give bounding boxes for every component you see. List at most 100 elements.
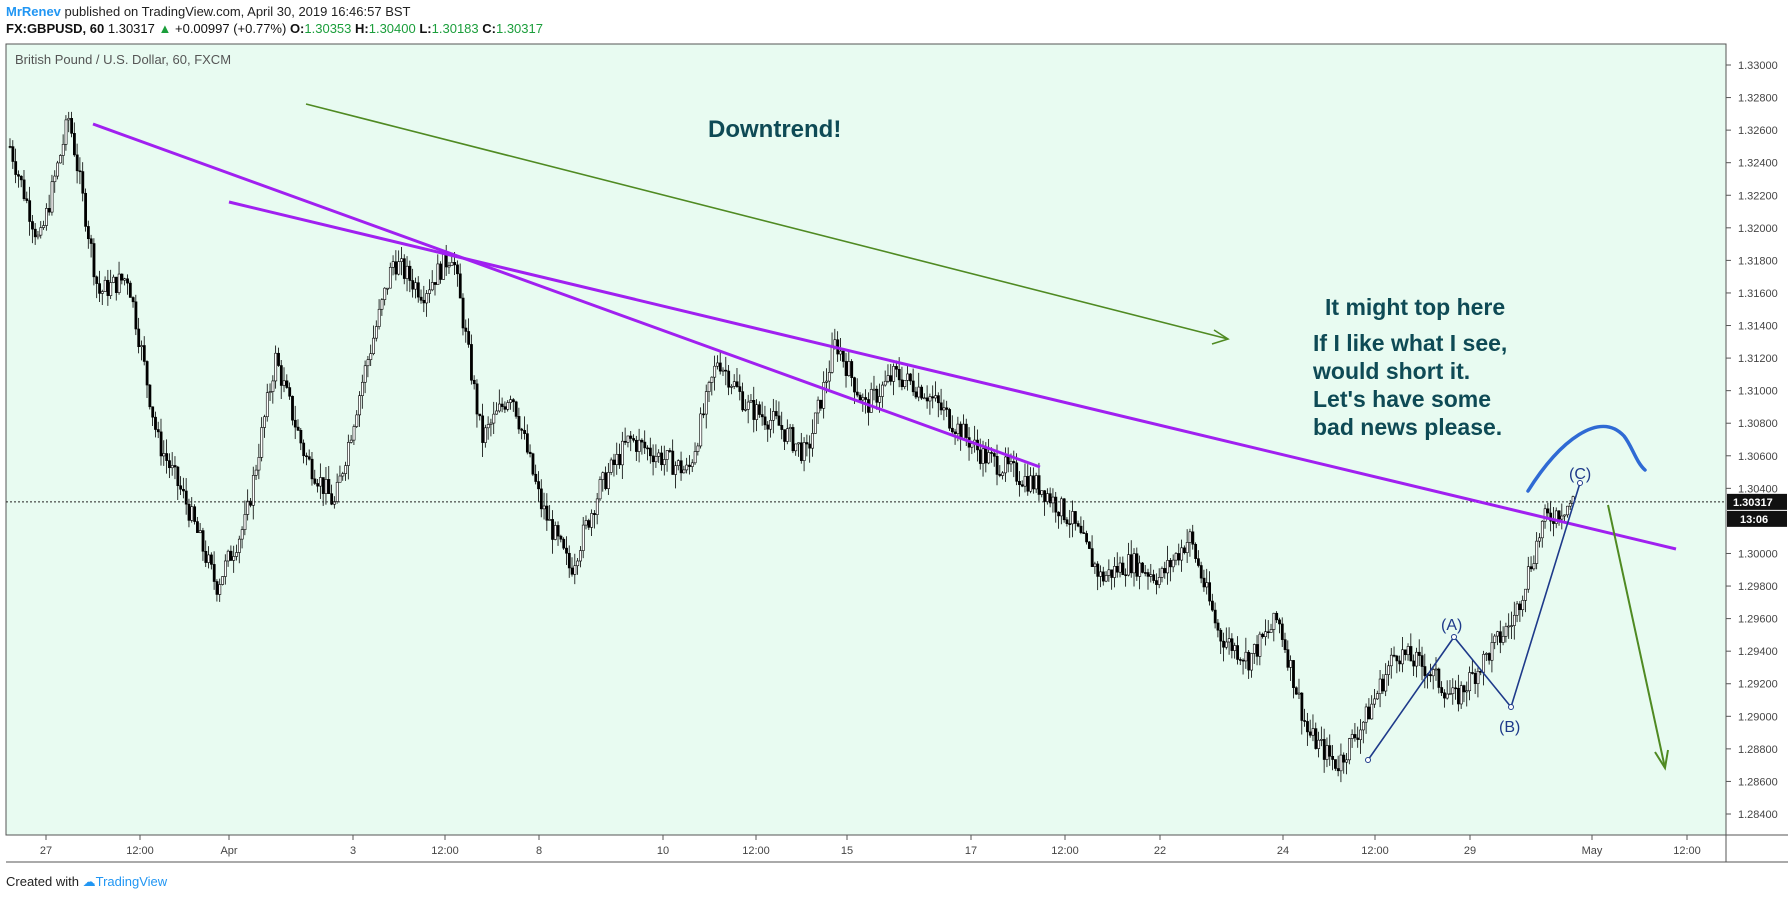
candle-body	[1504, 626, 1508, 637]
time-tick-label: 24	[1277, 845, 1289, 857]
candle-body	[159, 431, 163, 457]
candle-body	[1026, 476, 1030, 492]
candle-body	[562, 538, 566, 549]
candle-body	[1501, 635, 1505, 643]
candle-body	[313, 478, 317, 484]
candle-body	[1062, 498, 1066, 521]
candle-body	[1074, 511, 1077, 524]
candle-body	[198, 530, 202, 533]
candle-body	[42, 225, 46, 228]
candle-body	[1473, 673, 1477, 684]
candle-body	[1101, 571, 1105, 582]
candle-body	[551, 519, 554, 540]
candle-body	[917, 386, 921, 398]
candle-body	[1174, 553, 1178, 561]
candle-body	[251, 475, 255, 506]
candle-body	[402, 258, 406, 279]
candle-body	[1507, 625, 1511, 628]
candle-body	[489, 422, 493, 425]
candle-body	[931, 396, 935, 399]
candle-body	[604, 472, 608, 489]
candle-body	[525, 433, 529, 453]
candle-body	[156, 429, 160, 433]
created-with-label: Created with	[6, 874, 79, 889]
candle-body	[319, 477, 322, 487]
candle-body	[1431, 669, 1435, 677]
candle-body	[1233, 645, 1237, 651]
candle-body	[254, 469, 258, 476]
candle-body	[299, 429, 303, 444]
candle-body	[53, 175, 57, 183]
candle-body	[450, 262, 454, 266]
candle-body	[1549, 512, 1553, 522]
candle-body	[593, 513, 596, 515]
candle-body	[1328, 745, 1332, 757]
candle-body	[388, 266, 392, 289]
candle-body	[696, 445, 700, 452]
downtrend-annotation: Downtrend!	[708, 116, 841, 143]
candle-body	[1384, 674, 1388, 692]
candle-body	[1406, 646, 1410, 656]
candle-body	[1227, 638, 1231, 643]
candle-body	[277, 352, 280, 366]
plot-area[interactable]	[5, 43, 1727, 836]
candle-body	[22, 179, 26, 200]
candle-body	[676, 460, 680, 466]
high-value: 1.30400	[368, 21, 416, 36]
candle-body	[352, 426, 356, 441]
candle-body	[386, 287, 389, 290]
candle-body	[324, 479, 328, 494]
candle-body	[1213, 609, 1217, 624]
candle-body	[1160, 568, 1164, 578]
time-tick-label: 12:00	[1673, 845, 1701, 857]
candle-body	[28, 200, 32, 222]
candle-body	[145, 361, 149, 386]
wave-b-label: (B)	[1499, 719, 1520, 736]
tradingview-link[interactable]: TradingView	[95, 874, 168, 889]
candle-body	[872, 388, 876, 391]
change-value: +0.00997 (+0.77%)	[175, 21, 287, 36]
price-tick-label: 1.28400	[1738, 809, 1778, 821]
candle-body	[805, 442, 809, 445]
short-arrow-head	[1654, 749, 1669, 771]
candle-body	[1429, 674, 1432, 677]
candle-body	[39, 227, 43, 236]
trendline-shallow	[228, 200, 1677, 551]
author-link[interactable]: MrRenev	[6, 4, 61, 19]
candle-body	[788, 427, 792, 430]
time-tick-label: 12:00	[431, 845, 459, 857]
candle-body	[1194, 543, 1198, 559]
candle-body	[693, 451, 697, 464]
candle-body	[869, 389, 873, 413]
time-tick-label: 12:00	[1361, 845, 1389, 857]
candle-body	[212, 564, 216, 582]
short-annotation-line1: If I like what I see,	[1313, 330, 1507, 356]
candle-body	[1521, 600, 1525, 611]
candle-body	[50, 181, 54, 213]
candle-body	[288, 387, 292, 397]
candle-body	[1409, 646, 1413, 662]
price-tick-label: 1.32800	[1738, 93, 1778, 105]
trendline-steep	[92, 122, 1041, 469]
candle-body	[595, 498, 599, 515]
candle-body	[1018, 480, 1021, 485]
candle-body	[123, 278, 127, 281]
candle-body	[928, 396, 932, 402]
price-tick-label: 1.29000	[1738, 711, 1778, 723]
symbol-label: FX:GBPUSD, 60	[6, 21, 105, 36]
candle-body	[246, 500, 250, 515]
candle-body	[822, 382, 826, 409]
candle-body	[713, 365, 717, 378]
candle-body	[841, 350, 845, 362]
candle-body	[383, 287, 387, 300]
high-label: H:	[355, 21, 369, 36]
candle-body	[335, 481, 339, 502]
candle-body	[170, 465, 174, 469]
candle-body	[25, 198, 29, 201]
candle-body	[1300, 692, 1304, 721]
candle-body	[607, 472, 610, 489]
candle-body	[408, 265, 412, 281]
candle-body	[576, 560, 580, 567]
